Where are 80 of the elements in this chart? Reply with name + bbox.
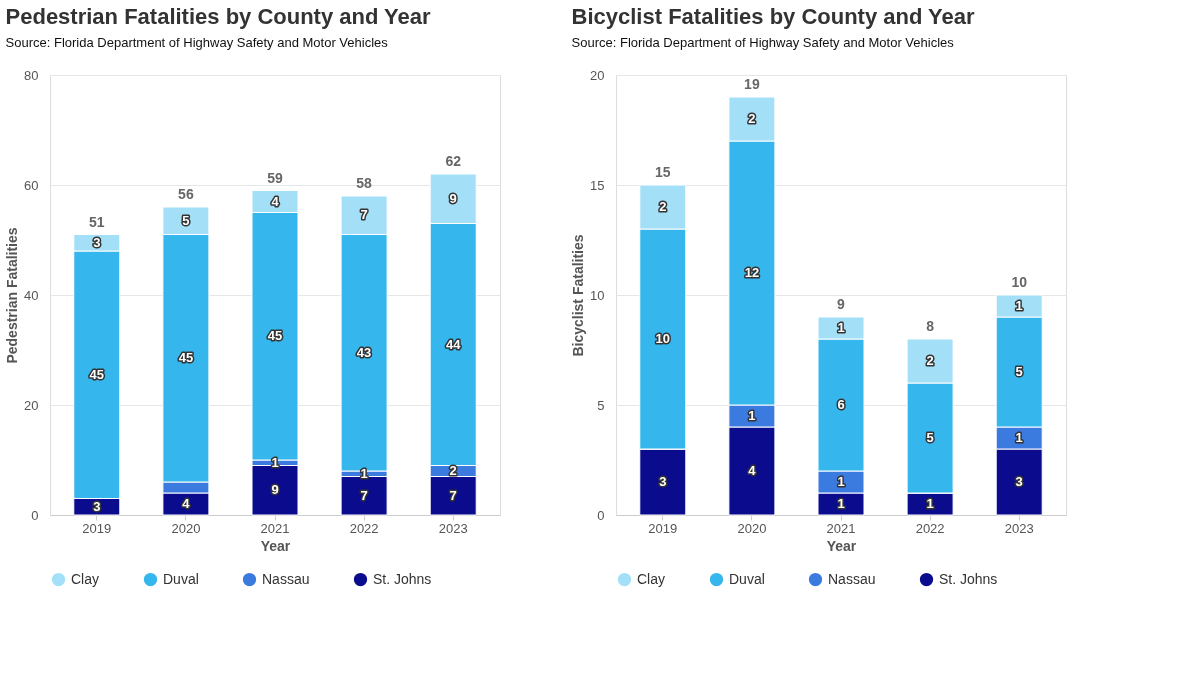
total-label: 10 bbox=[1011, 274, 1028, 290]
y-tick-label: 10 bbox=[590, 287, 605, 303]
x-tick-label: 2020 bbox=[171, 520, 201, 536]
data-label: 1 bbox=[926, 496, 934, 511]
data-label: 1 bbox=[1015, 430, 1023, 445]
x-tick-label: 2021 bbox=[260, 520, 290, 536]
legend-label: Clay bbox=[637, 570, 666, 587]
data-label: 2 bbox=[449, 463, 457, 478]
chart-title: Pedestrian Fatalities by County and Year bbox=[5, 4, 432, 29]
legend-label: Nassau bbox=[262, 570, 310, 587]
total-label: 56 bbox=[178, 186, 194, 202]
y-tick-label: 0 bbox=[597, 507, 605, 523]
data-label: 44 bbox=[445, 336, 462, 352]
chart-title: Bicyclist Fatalities by County and Year bbox=[571, 4, 976, 29]
y-tick-label: 40 bbox=[24, 287, 39, 303]
y-tick-label: 5 bbox=[597, 397, 605, 413]
data-label: 45 bbox=[89, 366, 105, 382]
total-label: 8 bbox=[926, 318, 935, 334]
data-label: 5 bbox=[182, 212, 190, 228]
total-label: 19 bbox=[744, 76, 760, 92]
data-label: 3 bbox=[93, 498, 101, 514]
data-label: 12 bbox=[744, 265, 760, 280]
data-label: 3 bbox=[93, 234, 101, 250]
data-label: 7 bbox=[360, 207, 368, 223]
data-label: 3 bbox=[659, 474, 667, 489]
data-label: 5 bbox=[926, 430, 934, 445]
data-label: 4 bbox=[748, 463, 757, 478]
data-label: 3 bbox=[1015, 474, 1023, 489]
total-label: 58 bbox=[356, 175, 373, 191]
data-label: 45 bbox=[267, 328, 283, 344]
data-label: 2 bbox=[748, 111, 756, 126]
x-tick-label: 2023 bbox=[1004, 520, 1034, 536]
data-label: 2 bbox=[926, 353, 934, 368]
data-label: 6 bbox=[837, 397, 845, 412]
total-label: 62 bbox=[445, 153, 462, 169]
x-tick-label: 2020 bbox=[737, 520, 767, 536]
data-label: 1 bbox=[837, 320, 845, 335]
data-label: 7 bbox=[360, 487, 368, 503]
y-axis-title: Bicyclist Fatalities bbox=[570, 234, 587, 357]
data-label: 10 bbox=[655, 331, 671, 346]
legend-label: Clay bbox=[71, 570, 100, 587]
data-label: 9 bbox=[449, 190, 457, 206]
x-tick-label: 2019 bbox=[82, 520, 112, 536]
total-label: 59 bbox=[267, 169, 283, 186]
data-label: 4 bbox=[182, 496, 191, 511]
x-tick-label: 2023 bbox=[438, 520, 468, 536]
legend-label: St. Johns bbox=[939, 570, 998, 587]
legend-label: Nassau bbox=[828, 570, 876, 587]
y-tick-label: 60 bbox=[24, 177, 39, 193]
total-label: 9 bbox=[837, 296, 846, 312]
data-label: 9 bbox=[271, 482, 279, 498]
data-label: 5 bbox=[1015, 364, 1023, 379]
data-label: 1 bbox=[837, 496, 845, 511]
y-tick-label: 80 bbox=[24, 67, 39, 83]
x-axis-title: Year bbox=[826, 537, 857, 554]
y-tick-label: 0 bbox=[31, 507, 39, 523]
y-tick-label: 20 bbox=[590, 67, 605, 83]
x-tick-label: 2019 bbox=[648, 520, 678, 536]
x-axis-title: Year bbox=[260, 537, 291, 554]
x-tick-label: 2021 bbox=[826, 520, 856, 536]
data-label: 4 bbox=[271, 193, 280, 209]
data-label: 43 bbox=[356, 344, 372, 360]
data-label: 1 bbox=[837, 474, 845, 489]
source-note: Source: Florida Department of Highway Safety and Motor Vehicles bbox=[571, 35, 955, 50]
data-label: 7 bbox=[449, 487, 457, 503]
source-note: Source: Florida Department of Highway Safety and Motor Vehicles bbox=[5, 35, 389, 50]
y-tick-label: 15 bbox=[590, 177, 605, 193]
legend-label: St. Johns bbox=[373, 570, 432, 587]
x-tick-label: 2022 bbox=[915, 520, 945, 536]
y-tick-label: 20 bbox=[24, 397, 39, 413]
data-label: 1 bbox=[748, 408, 756, 423]
legend-label: Duval bbox=[163, 570, 199, 587]
data-label: 2 bbox=[659, 199, 667, 214]
total-label: 15 bbox=[654, 164, 671, 180]
legend-label: Duval bbox=[729, 570, 765, 587]
data-label: 1 bbox=[1015, 298, 1023, 313]
data-label: 45 bbox=[178, 350, 194, 366]
x-tick-label: 2022 bbox=[349, 520, 379, 536]
y-axis-title: Pedestrian Fatalities bbox=[4, 227, 21, 364]
total-label: 51 bbox=[88, 213, 105, 230]
